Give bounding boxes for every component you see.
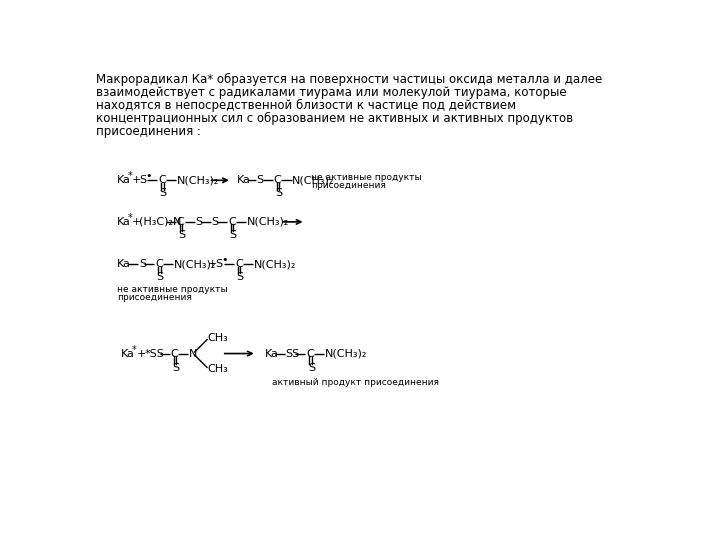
Text: S: S	[236, 272, 243, 282]
Text: SS: SS	[285, 348, 300, 359]
Text: S: S	[307, 363, 315, 373]
Text: (H₃C)₂N: (H₃C)₂N	[139, 217, 181, 227]
Text: N(CH₃)₂: N(CH₃)₂	[174, 259, 216, 269]
Text: не активные продукты: не активные продукты	[311, 173, 421, 182]
Text: S: S	[230, 230, 237, 240]
Text: N(CH₃)₂: N(CH₃)₂	[177, 176, 219, 185]
Text: S: S	[275, 188, 282, 198]
Text: C: C	[171, 348, 179, 359]
Text: *: *	[132, 345, 137, 355]
Text: C: C	[177, 217, 184, 227]
Text: не активные продукты: не активные продукты	[117, 285, 228, 294]
Text: N(CH₃)₂: N(CH₃)₂	[325, 348, 367, 359]
Text: C: C	[306, 348, 314, 359]
Text: CH₃: CH₃	[208, 333, 228, 343]
Text: Ka: Ka	[238, 176, 251, 185]
Text: присоединения: присоединения	[117, 293, 192, 302]
Text: Ka: Ka	[264, 348, 278, 359]
Text: Ka: Ka	[117, 259, 131, 269]
Text: Ka: Ka	[117, 217, 131, 227]
Text: S: S	[157, 272, 163, 282]
Text: S: S	[172, 363, 179, 373]
Text: S: S	[139, 176, 146, 185]
Text: C: C	[228, 217, 235, 227]
Text: присоединения :: присоединения :	[96, 125, 201, 138]
Text: S: S	[139, 259, 146, 269]
Text: концентрационных сил с образованием не активных и активных продуктов: концентрационных сил с образованием не а…	[96, 112, 573, 125]
Text: C: C	[155, 259, 163, 269]
Text: C: C	[235, 259, 243, 269]
Text: •: •	[222, 255, 228, 265]
Text: взаимодействует с радикалами тиурама или молекулой тиурама, которые: взаимодействует с радикалами тиурама или…	[96, 85, 567, 99]
Text: S: S	[256, 176, 264, 185]
Text: C: C	[158, 176, 166, 185]
Text: *: *	[128, 213, 132, 223]
Text: +: +	[137, 348, 146, 359]
Text: Ka: Ka	[121, 348, 135, 359]
Text: +: +	[132, 176, 141, 185]
Text: S: S	[179, 230, 186, 240]
Text: S: S	[160, 188, 167, 198]
Text: Макрорадикал Ка* образуется на поверхности частицы оксида металла и далее: Макрорадикал Ка* образуется на поверхнос…	[96, 72, 603, 86]
Text: присоединения: присоединения	[311, 181, 386, 190]
Text: +: +	[132, 217, 141, 227]
Text: S: S	[195, 217, 202, 227]
Text: *: *	[128, 172, 132, 181]
Text: S: S	[215, 259, 222, 269]
Text: *SS: *SS	[144, 348, 164, 359]
Text: •: •	[145, 172, 151, 181]
Text: S: S	[212, 217, 219, 227]
Text: N: N	[189, 348, 197, 359]
Text: N(CH₃)₂: N(CH₃)₂	[292, 176, 335, 185]
Text: находятся в непосредственной близости к частице под действием: находятся в непосредственной близости к …	[96, 99, 516, 112]
Text: N(CH₃)₂: N(CH₃)₂	[253, 259, 296, 269]
Text: N(CH₃)₂: N(CH₃)₂	[246, 217, 289, 227]
Text: Ka: Ka	[117, 176, 131, 185]
Text: активный продукт присоединения: активный продукт присоединения	[272, 379, 439, 387]
Text: C: C	[274, 176, 282, 185]
Text: CH₃: CH₃	[208, 364, 228, 374]
Text: +: +	[208, 259, 217, 269]
